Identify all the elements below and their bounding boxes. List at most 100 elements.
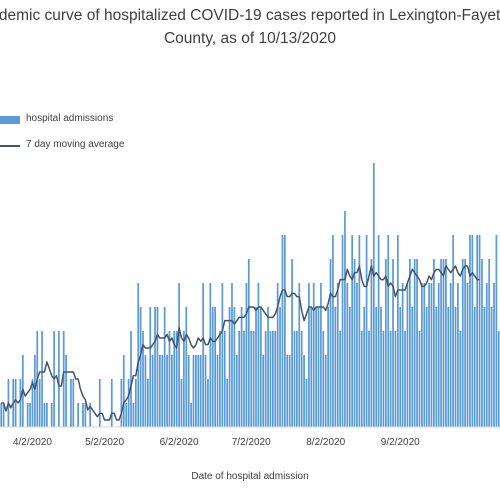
bar [209, 283, 212, 427]
bar [447, 307, 450, 427]
bar [274, 331, 277, 427]
bar [401, 283, 404, 427]
bar [353, 259, 356, 427]
bar [478, 235, 481, 427]
bar [416, 259, 418, 427]
bar [204, 355, 207, 427]
bar [329, 259, 332, 427]
bar [476, 235, 479, 427]
bar [320, 283, 322, 427]
bar [19, 379, 22, 427]
bar [228, 307, 231, 427]
bar [423, 283, 426, 427]
bar [130, 331, 132, 427]
bar [221, 283, 224, 427]
bar [235, 355, 238, 427]
bar [387, 235, 390, 427]
bar [33, 355, 36, 427]
bar [214, 307, 217, 427]
bar [406, 283, 409, 427]
bar [346, 283, 349, 427]
bar [377, 235, 380, 427]
bar [190, 403, 192, 427]
legend-bar-swatch [0, 116, 20, 124]
bar [89, 403, 92, 427]
bar [481, 259, 483, 427]
legend-label-hospital-admissions: hospital admissions [26, 113, 114, 124]
bar [149, 307, 152, 427]
bar [392, 259, 394, 427]
bar [380, 307, 382, 427]
bar [348, 307, 351, 427]
bar [286, 355, 289, 427]
bar [454, 307, 457, 427]
bar [497, 331, 500, 427]
bar [394, 331, 397, 427]
bar [62, 331, 65, 427]
bar [127, 379, 130, 427]
legend-label-moving-average: 7 day moving average [26, 139, 125, 150]
bar [72, 379, 75, 427]
bar [137, 283, 140, 427]
bar [245, 283, 248, 427]
bar [461, 259, 464, 427]
bar [43, 403, 46, 427]
x-axis-title: Date of hospital admission [191, 471, 309, 482]
bar [139, 307, 142, 427]
bar [421, 283, 423, 427]
bar [389, 331, 392, 427]
bar [332, 235, 334, 427]
bar [178, 283, 180, 427]
bar [58, 331, 60, 427]
bar [279, 307, 281, 427]
bar [396, 235, 399, 427]
bar [2, 403, 5, 427]
bar [404, 331, 406, 427]
bar [197, 355, 200, 427]
bar [305, 379, 308, 427]
bar [192, 355, 195, 427]
bar [372, 163, 375, 427]
bar [322, 331, 325, 427]
bar [122, 355, 125, 427]
bar [0, 403, 3, 427]
bar [408, 259, 411, 427]
bar [365, 235, 368, 427]
bar [308, 283, 310, 427]
moving-average-line [1, 265, 480, 421]
bar [303, 355, 305, 427]
bar [291, 259, 293, 427]
bar [26, 403, 29, 427]
bar [281, 235, 284, 427]
bar [219, 331, 221, 427]
x-tick-label: 5/2/2020 [85, 437, 124, 448]
bar [185, 307, 188, 427]
bar [29, 403, 31, 427]
bar [445, 259, 447, 427]
bar [14, 379, 17, 427]
x-tick-label: 6/2/2020 [160, 437, 199, 448]
bar [334, 307, 337, 427]
bar [370, 259, 373, 427]
bar [262, 355, 265, 427]
bar [31, 379, 34, 427]
bar [341, 235, 344, 427]
bar [336, 283, 339, 427]
bar [226, 379, 229, 427]
bar [187, 355, 190, 427]
bar [288, 355, 291, 427]
bar [77, 403, 79, 427]
bar [207, 379, 209, 427]
bar [411, 307, 414, 427]
bar [339, 331, 342, 427]
bar [433, 259, 435, 427]
bar [151, 355, 154, 427]
bar [120, 379, 123, 427]
bar [142, 331, 144, 427]
bar [485, 283, 488, 427]
bar [490, 307, 493, 427]
bar [183, 331, 185, 427]
bar [269, 331, 272, 427]
bar [449, 283, 452, 427]
bar [65, 355, 67, 427]
